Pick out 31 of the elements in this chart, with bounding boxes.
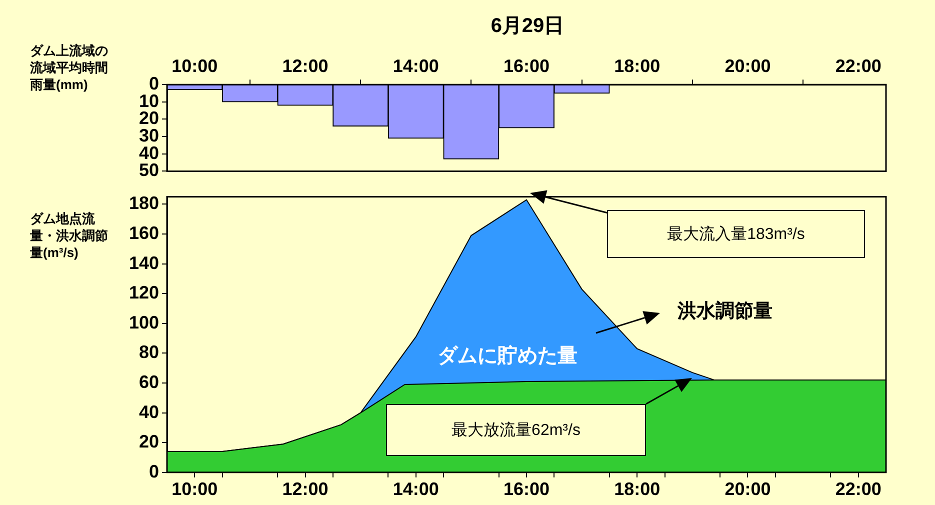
- x-tick-label: 16:00: [503, 56, 550, 76]
- y-tick-label: 40: [138, 402, 159, 422]
- x-tick-label: 22:00: [835, 479, 882, 500]
- y-tick-label: 180: [128, 193, 159, 214]
- x-tick-label: 18:00: [614, 479, 660, 500]
- annotation: ダムに貯めた量: [436, 344, 578, 368]
- y-tick-label: 120: [128, 282, 159, 303]
- x-tick-label: 20:00: [724, 479, 771, 500]
- x-tick-label: 10:00: [172, 56, 218, 76]
- y-tick-label: 0: [148, 461, 159, 482]
- x-tick-label: 14:00: [392, 56, 439, 76]
- y-tick-label: 50: [138, 160, 159, 180]
- x-tick-label: 16:00: [503, 479, 550, 500]
- x-tick-label: 10:00: [172, 479, 218, 500]
- y-tick-label: 80: [138, 342, 159, 362]
- annotation: 洪水調節量: [676, 300, 774, 324]
- y-tick-label: 20: [138, 432, 159, 452]
- x-tick-label: 14:00: [392, 479, 439, 500]
- y-axis-title: ダム上流域の流域平均時間雨量(mm): [30, 42, 109, 93]
- x-tick-label: 12:00: [282, 56, 328, 76]
- x-tick-label: 18:00: [614, 56, 660, 76]
- y-tick-label: 20: [138, 108, 159, 128]
- x-tick-label: 22:00: [835, 56, 882, 76]
- y-tick-label: 60: [138, 372, 159, 392]
- y-axis-title: ダム地点流量・洪水調節量(m³/s): [30, 210, 109, 261]
- y-tick-label: 140: [128, 252, 159, 273]
- y-tick-label: 100: [128, 312, 159, 332]
- x-tick-label: 12:00: [282, 479, 328, 500]
- chart-title: 6月29日: [490, 14, 566, 39]
- y-tick-label: 160: [128, 223, 159, 244]
- x-tick-label: 20:00: [724, 56, 771, 76]
